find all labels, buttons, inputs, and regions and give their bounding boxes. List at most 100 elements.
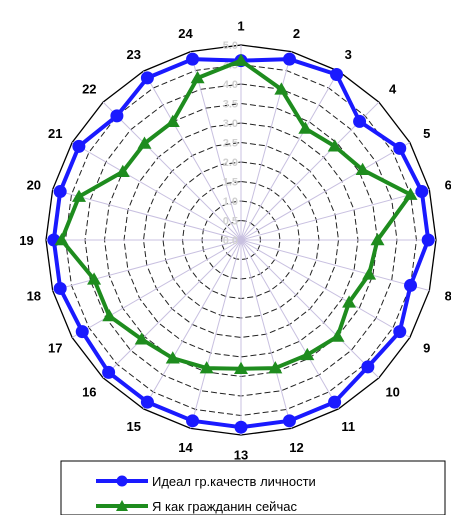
category-labels: 123456789101112131415161718192021222324 — [19, 19, 451, 463]
data-point — [186, 52, 200, 66]
category-label: 11 — [341, 419, 355, 434]
grid-spoke-14 — [190, 239, 242, 429]
data-series — [47, 52, 435, 434]
data-point — [330, 329, 345, 342]
data-point — [327, 139, 342, 152]
data-point — [415, 185, 429, 199]
series-1 — [47, 52, 435, 434]
category-label: 16 — [82, 385, 96, 400]
data-point — [72, 189, 87, 202]
tick-label: 2.0 — [223, 157, 238, 169]
data-point — [102, 365, 116, 379]
category-label: 23 — [127, 47, 141, 62]
data-point — [362, 267, 377, 280]
tick-label: 2.5 — [223, 138, 238, 150]
tick-label: 1.0 — [223, 196, 238, 208]
data-point — [234, 420, 248, 434]
grid-spoke-21 — [71, 142, 242, 241]
category-label: 21 — [48, 126, 62, 141]
data-point — [330, 68, 344, 82]
category-label: 18 — [27, 289, 41, 304]
grid-spoke-23 — [143, 70, 242, 241]
legend-entry-current: Я как гражданин сейчас — [96, 499, 297, 514]
series-2 — [54, 53, 418, 374]
grid-spoke-11 — [240, 239, 339, 410]
data-point — [403, 187, 418, 200]
data-point — [199, 361, 214, 374]
category-label: 24 — [178, 26, 193, 41]
grid-spoke-10 — [240, 239, 380, 379]
category-label: 5 — [423, 126, 430, 141]
data-point — [190, 71, 205, 84]
tick-label: 3.0 — [223, 118, 238, 130]
data-point — [72, 139, 86, 153]
data-point — [110, 109, 124, 123]
grid-spoke-16 — [102, 239, 242, 379]
grid-spoke-18 — [52, 239, 242, 291]
data-point — [137, 136, 152, 149]
data-point — [355, 162, 370, 176]
data-point — [404, 278, 418, 292]
data-point — [234, 53, 248, 66]
data-point — [186, 414, 200, 428]
data-point — [75, 325, 89, 339]
tick-label: 0.0 — [223, 235, 238, 247]
category-label: 20 — [27, 177, 41, 192]
data-point — [393, 141, 407, 155]
data-point — [115, 164, 130, 177]
category-label: 22 — [82, 81, 96, 96]
legend-entry-ideal: Идеал гр.качеств личности — [96, 474, 316, 489]
legend-marker-current — [116, 500, 128, 511]
data-point — [140, 71, 154, 85]
grid-spoke-2 — [240, 51, 292, 241]
tick-label: 3.5 — [223, 99, 238, 111]
data-point — [234, 361, 248, 374]
data-point — [87, 272, 102, 285]
data-point — [370, 233, 385, 246]
data-point — [298, 121, 313, 134]
radial-tick-labels: 0.00.51.01.52.02.53.03.54.04.55.0 — [223, 40, 238, 247]
grid-spoke-3 — [240, 70, 339, 241]
data-point — [282, 414, 296, 428]
data-point — [102, 309, 117, 322]
data-point — [300, 347, 315, 361]
data-point — [282, 52, 296, 66]
category-label: 17 — [48, 340, 62, 355]
category-label: 9 — [423, 340, 430, 355]
data-point — [53, 281, 67, 295]
data-point — [274, 82, 289, 95]
data-point — [53, 185, 67, 199]
category-label: 12 — [289, 440, 303, 455]
data-point — [421, 233, 435, 247]
category-label: 2 — [293, 26, 300, 41]
category-label: 4 — [389, 81, 397, 96]
category-label: 1 — [237, 19, 244, 34]
data-point — [140, 395, 154, 409]
tick-label: 0.5 — [223, 216, 238, 228]
tick-label: 5.0 — [223, 40, 238, 52]
category-label: 14 — [178, 440, 193, 455]
category-label: 13 — [234, 448, 248, 463]
data-point — [54, 233, 69, 246]
tick-label: 1.5 — [223, 177, 238, 189]
category-label: 6 — [445, 177, 451, 192]
data-point — [165, 114, 180, 128]
grid-spoke-22 — [102, 101, 242, 241]
data-point — [353, 114, 367, 128]
grid-spoke-8 — [240, 239, 430, 291]
grid-spoke-6 — [240, 189, 430, 241]
data-point — [342, 295, 357, 308]
category-label: 8 — [445, 289, 451, 304]
data-point — [328, 395, 342, 409]
legend-marker-ideal — [116, 475, 128, 487]
grid-spoke-17 — [71, 239, 242, 338]
grid-spoke-12 — [240, 239, 292, 429]
data-point — [361, 360, 375, 374]
category-label: 15 — [127, 419, 141, 434]
grid-spoke-15 — [143, 239, 242, 410]
legend: Идеал гр.качеств личности Я как граждани… — [60, 460, 446, 515]
grid-spoke-5 — [240, 142, 411, 241]
data-point — [393, 325, 407, 339]
data-point — [134, 332, 149, 345]
